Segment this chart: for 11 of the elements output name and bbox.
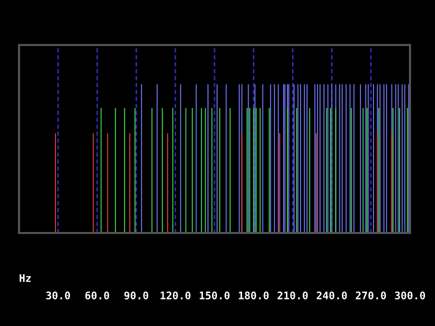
x-tick-label: 30.0	[46, 292, 70, 300]
x-tick-label: 300.0	[394, 292, 426, 300]
x-tick-label: 90.0	[124, 292, 148, 300]
x-tick-label: 150.0	[200, 292, 230, 300]
x-tick-label: 60.0	[85, 292, 110, 300]
x-tick-label: 210.0	[278, 292, 308, 300]
x-tick-label: 270.0	[356, 292, 386, 300]
x-tick-label: 120.0	[160, 292, 190, 300]
x-tick-label: 180.0	[238, 292, 269, 300]
x-axis-title: Hz	[20, 274, 31, 282]
x-tick-label: 240.0	[316, 292, 347, 300]
